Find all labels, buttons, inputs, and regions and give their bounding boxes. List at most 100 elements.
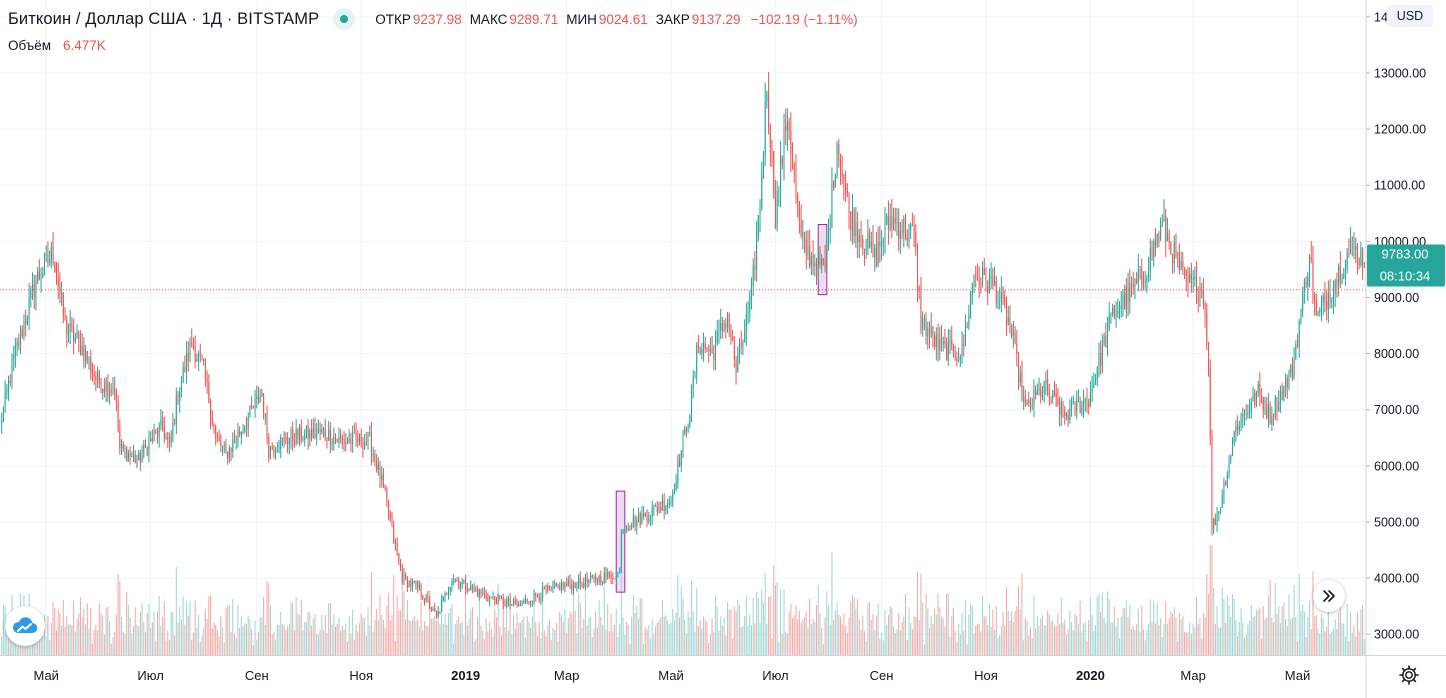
candle-body <box>1356 245 1358 259</box>
volume-bar <box>954 631 956 655</box>
candle-body <box>872 241 874 258</box>
candle-body <box>923 318 925 320</box>
volume-bar <box>1336 628 1338 655</box>
volume-bar <box>1190 633 1192 655</box>
candle-body <box>1348 252 1350 254</box>
settings-button[interactable] <box>1396 662 1422 688</box>
candle-body <box>338 436 340 442</box>
candle-body <box>54 261 56 273</box>
candle-body <box>680 450 682 466</box>
volume-bar <box>1103 617 1105 655</box>
volume-bar <box>148 603 150 655</box>
candle-body <box>1108 315 1110 330</box>
volume-bar <box>1019 609 1021 655</box>
candle-body <box>1249 409 1251 413</box>
volume-bar <box>735 611 737 655</box>
volume-bar <box>45 636 47 655</box>
candle-body <box>1257 383 1259 394</box>
volume-bar <box>98 603 100 655</box>
volume-bar <box>542 603 544 655</box>
volume-bar <box>1098 593 1100 655</box>
candle-body <box>182 367 184 382</box>
candle-body <box>480 589 482 595</box>
candle-body <box>1077 400 1079 402</box>
volume-bar <box>1180 619 1182 655</box>
candle-body <box>935 334 937 347</box>
candle-body <box>112 388 114 391</box>
candle-body <box>869 232 871 247</box>
volume-bar <box>798 610 800 655</box>
candle-body <box>168 440 170 443</box>
highlight-box[interactable] <box>615 490 626 593</box>
candle-body <box>1264 405 1266 411</box>
candle-body <box>1300 311 1302 322</box>
volume-bar <box>1298 573 1300 655</box>
candle-body <box>162 419 164 427</box>
volume-bar <box>1006 587 1008 655</box>
volume-bar <box>119 581 121 655</box>
candle-body <box>675 482 677 490</box>
symbol-title[interactable]: Биткоин / Доллар США · 1Д · BITSTAMP <box>8 9 320 28</box>
volume-bar <box>1324 631 1326 655</box>
time-tick-label: 2020 <box>1076 668 1105 683</box>
volume-bar <box>2 604 4 655</box>
volume-bar <box>728 609 730 655</box>
volume-bar <box>175 566 177 655</box>
candle-body <box>780 157 782 191</box>
candles[interactable] <box>1 71 1367 619</box>
candle-body <box>495 600 497 605</box>
candle-body <box>898 222 900 239</box>
candle-body <box>475 588 477 591</box>
candle-body <box>47 253 49 264</box>
candle-body <box>622 529 624 534</box>
time-axis[interactable]: Май Июл Сен Ноя 2019 Мар Май Июл Сен Ноя 2020 Мар Ма… <box>0 655 1446 684</box>
candle-body <box>687 426 689 432</box>
candle-body <box>649 516 651 519</box>
scroll-to-realtime-button[interactable] <box>1313 580 1345 612</box>
candle-body <box>1021 371 1023 399</box>
candle-body <box>740 343 742 347</box>
volume-bar <box>1065 634 1067 655</box>
volume-bar <box>352 609 354 655</box>
candle-body <box>461 582 463 585</box>
candle-body <box>463 580 465 583</box>
candle-body <box>1023 397 1025 399</box>
volume-bar <box>420 602 422 655</box>
tradingview-cloud-icon[interactable] <box>5 606 45 646</box>
time-tick-label: Сен <box>245 668 269 683</box>
open-label: ОТКР <box>375 11 411 27</box>
volume-bar <box>309 612 311 655</box>
volume-bar <box>37 629 39 655</box>
volume-bar <box>886 624 888 655</box>
volume-bar <box>740 627 742 655</box>
volume-bar <box>1178 612 1180 655</box>
candle-body <box>16 341 18 346</box>
volume-bar <box>1338 612 1340 655</box>
candle-body <box>377 463 379 471</box>
candle-body <box>656 506 658 513</box>
candle-body <box>52 246 54 262</box>
volume-bar <box>530 627 532 655</box>
volume-bar <box>1230 616 1232 655</box>
volume-bar <box>935 614 937 655</box>
candle-body <box>199 353 201 356</box>
volume-bar <box>114 631 116 655</box>
candle-body <box>311 430 313 438</box>
price-tick-label: 4000.00 <box>1374 572 1419 586</box>
volume-bar <box>435 620 438 655</box>
currency-button[interactable]: USD <box>1387 5 1433 27</box>
price-axis[interactable]: 3000.004000.005000.006000.007000.008000.… <box>1365 0 1426 698</box>
candle-body <box>566 583 568 586</box>
volume-bar <box>870 619 872 655</box>
highlight-rectangles[interactable] <box>615 224 828 593</box>
volume-bar <box>614 624 616 655</box>
volume-bar <box>663 616 665 655</box>
candle-body <box>1117 310 1119 314</box>
volume-bar <box>259 617 261 655</box>
volume-bar <box>874 630 876 655</box>
volume-bar <box>297 613 299 655</box>
price-tick-label: 12000.00 <box>1374 123 1426 137</box>
volume-bar <box>586 625 588 655</box>
